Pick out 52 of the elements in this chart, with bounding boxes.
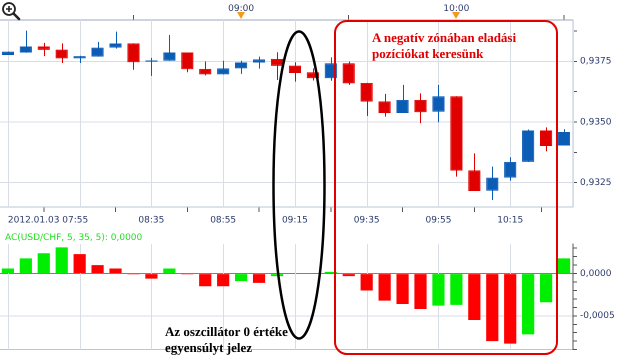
candlestick — [109, 31, 122, 50]
bar — [432, 274, 445, 306]
x-tick-label: 09:55 — [425, 216, 452, 226]
bar — [540, 274, 552, 302]
candlestick — [468, 152, 480, 192]
bar — [504, 274, 516, 344]
x-tick-label: 08:35 — [138, 216, 164, 226]
chart-title: AC(USD/CHF, 5, 35, 5): 0,0000 — [5, 232, 143, 243]
bar — [56, 247, 68, 274]
candlestick — [20, 30, 32, 54]
annotation: Az oszcillátor 0 értéke egyensúlyt jelez — [165, 324, 289, 356]
bar — [486, 274, 498, 342]
bar — [109, 268, 122, 274]
bar — [522, 274, 534, 334]
bar — [20, 258, 32, 274]
bar — [2, 268, 14, 274]
bar — [217, 274, 230, 286]
bar — [378, 274, 391, 301]
bar — [252, 274, 266, 283]
candlestick — [288, 62, 302, 82]
candlestick — [235, 60, 248, 74]
bar — [396, 274, 409, 304]
y-tick-label: -0,0005 — [580, 311, 615, 322]
bar — [360, 274, 373, 290]
bar — [468, 274, 480, 320]
y-tick-label: 0,0000 — [580, 268, 612, 279]
candlestick — [270, 52, 284, 80]
bar — [145, 274, 158, 279]
y-tick-label: 0,9350 — [580, 117, 612, 128]
bar — [38, 253, 50, 274]
candlestick — [342, 61, 355, 86]
bar — [558, 258, 570, 274]
x2-tick-label: 09:00 — [228, 4, 254, 14]
bar — [414, 274, 427, 310]
candlestick — [38, 42, 50, 57]
bar — [163, 268, 176, 274]
candlestick — [199, 61, 212, 76]
x-tick-label: 08:55 — [210, 216, 236, 226]
annotation: A negatív zónában eladási pozíciókat keresünk — [372, 30, 518, 62]
bar — [199, 274, 212, 286]
x2-tick-label: 10:00 — [443, 4, 470, 14]
bar — [235, 274, 248, 282]
x-tick-label: 09:35 — [354, 216, 380, 226]
x-tick-label: 2012.01.03 07:55 — [8, 216, 88, 226]
y-tick-label: 0,9375 — [580, 56, 612, 67]
y-tick-label: 0,9325 — [580, 178, 612, 188]
candlestick — [217, 60, 230, 75]
bar — [91, 265, 104, 274]
bar — [450, 274, 462, 305]
bar — [74, 254, 86, 274]
x-tick-label: 09:15 — [282, 216, 308, 226]
x-tick-label: 10:15 — [497, 216, 524, 226]
